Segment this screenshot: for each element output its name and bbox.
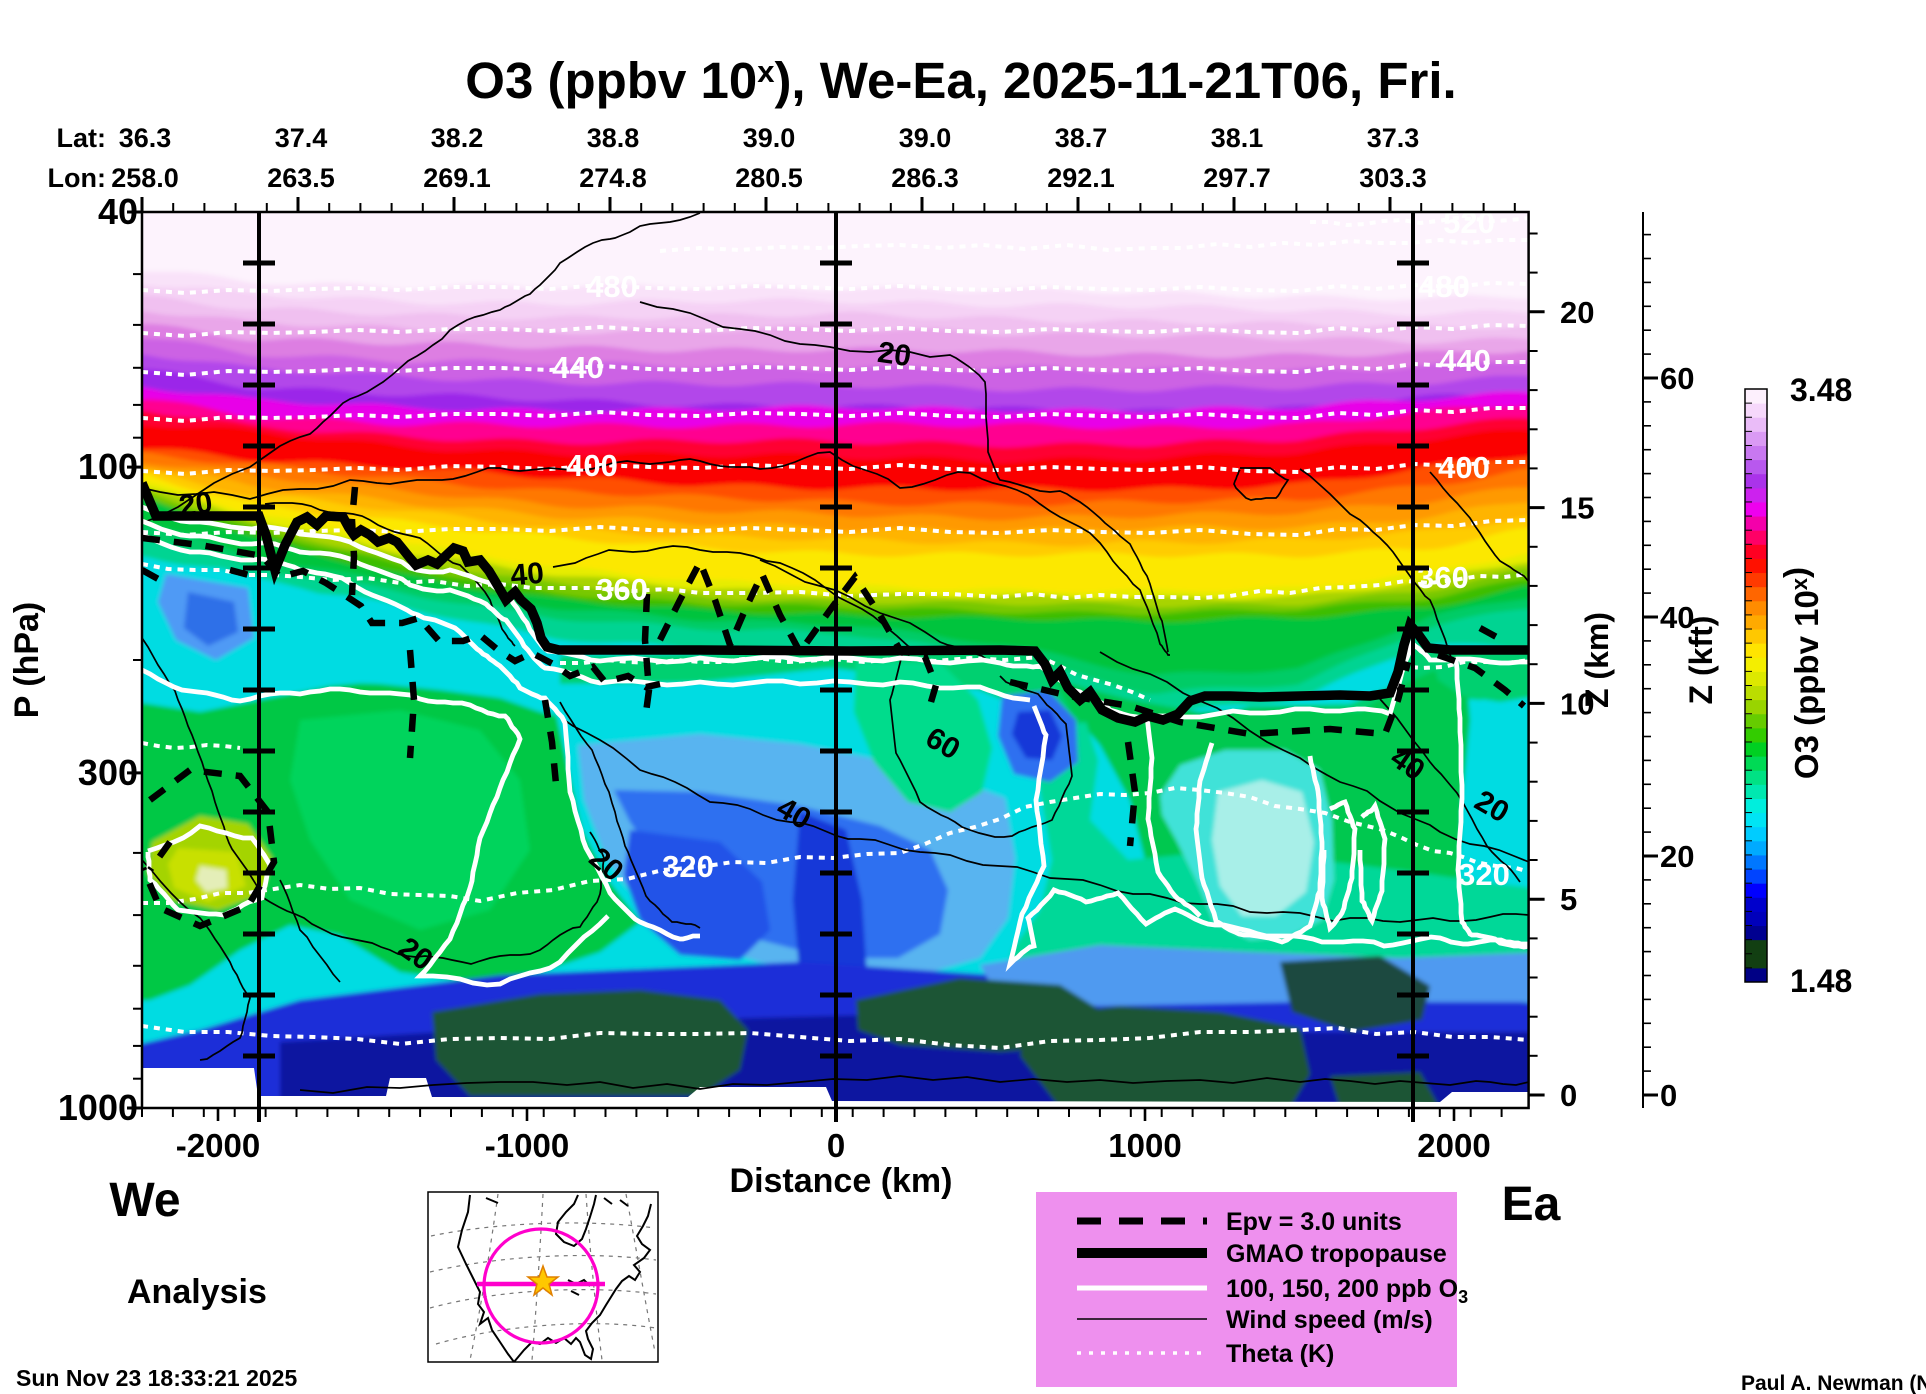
svg-text:P (hPa): P (hPa) <box>8 602 46 719</box>
svg-text:440: 440 <box>1439 343 1491 378</box>
svg-text:20: 20 <box>1560 295 1594 330</box>
svg-text:320: 320 <box>662 849 714 884</box>
svg-text:5: 5 <box>1560 882 1577 917</box>
svg-text:Paul A. Newman (NASA: Paul A. Newman (NASA <box>1741 1372 1926 1394</box>
svg-text:1000: 1000 <box>1108 1127 1181 1164</box>
svg-text:480: 480 <box>586 269 638 304</box>
svg-text:Analysis: Analysis <box>127 1273 267 1311</box>
svg-text:Ea: Ea <box>1502 1178 1561 1231</box>
svg-text:38.1: 38.1 <box>1211 123 1264 153</box>
svg-text:Epv = 3.0 units: Epv = 3.0 units <box>1226 1208 1402 1236</box>
svg-text:100: 100 <box>78 446 138 487</box>
svg-text:Z (kft): Z (kft) <box>1683 616 1719 705</box>
svg-text:Lat:: Lat: <box>57 123 107 153</box>
svg-text:400: 400 <box>1438 450 1490 485</box>
svg-text:269.1: 269.1 <box>423 163 491 193</box>
svg-text:0: 0 <box>827 1127 845 1164</box>
svg-text:258.0: 258.0 <box>111 163 179 193</box>
svg-text:2000: 2000 <box>1417 1127 1490 1164</box>
svg-text:40: 40 <box>1660 600 1694 635</box>
svg-text:20: 20 <box>1660 839 1694 874</box>
svg-text:40: 40 <box>509 557 545 593</box>
svg-text:520: 520 <box>1443 205 1495 240</box>
svg-text:286.3: 286.3 <box>891 163 959 193</box>
svg-text:GMAO tropopause: GMAO tropopause <box>1226 1240 1447 1268</box>
svg-text:O3 (ppbv 10x), We-Ea, 2025-11-: O3 (ppbv 10x), We-Ea, 2025-11-21T06, Fri… <box>465 52 1456 109</box>
svg-text:38.8: 38.8 <box>587 123 640 153</box>
svg-text:37.3: 37.3 <box>1367 123 1420 153</box>
svg-text:1000: 1000 <box>58 1087 138 1128</box>
svg-text:20: 20 <box>177 486 215 523</box>
svg-text:360: 360 <box>596 572 648 607</box>
svg-text:Sun Nov 23 18:33:21 2025: Sun Nov 23 18:33:21 2025 <box>16 1365 297 1391</box>
svg-text:We: We <box>109 1174 180 1227</box>
svg-text:37.4: 37.4 <box>275 123 328 153</box>
svg-text:15: 15 <box>1560 491 1594 526</box>
svg-text:303.3: 303.3 <box>1359 163 1427 193</box>
svg-text:400: 400 <box>566 448 618 483</box>
svg-text:300: 300 <box>78 752 138 793</box>
svg-text:100, 150, 200 ppb O3: 100, 150, 200 ppb O3 <box>1226 1275 1468 1307</box>
svg-text:292.1: 292.1 <box>1047 163 1115 193</box>
svg-text:40: 40 <box>98 191 138 232</box>
svg-text:Theta (K): Theta (K) <box>1226 1340 1334 1368</box>
svg-text:3.48: 3.48 <box>1790 372 1852 408</box>
svg-text:0: 0 <box>1560 1078 1577 1113</box>
svg-text:10: 10 <box>1560 686 1594 721</box>
svg-text:39.0: 39.0 <box>743 123 796 153</box>
svg-text:274.8: 274.8 <box>579 163 647 193</box>
svg-text:320: 320 <box>1458 857 1510 892</box>
svg-text:263.5: 263.5 <box>267 163 335 193</box>
svg-text:Wind speed (m/s): Wind speed (m/s) <box>1226 1306 1433 1334</box>
svg-text:36.3: 36.3 <box>119 123 172 153</box>
svg-text:38.2: 38.2 <box>431 123 484 153</box>
svg-text:-1000: -1000 <box>485 1127 569 1164</box>
svg-text:297.7: 297.7 <box>1203 163 1271 193</box>
svg-text:-2000: -2000 <box>176 1127 260 1164</box>
svg-text:20: 20 <box>876 336 914 373</box>
svg-text:360: 360 <box>1417 560 1469 595</box>
svg-text:280.5: 280.5 <box>735 163 803 193</box>
svg-text:Z (km): Z (km) <box>1579 612 1615 708</box>
svg-text:480: 480 <box>1418 269 1470 304</box>
svg-text:1.48: 1.48 <box>1790 963 1852 999</box>
svg-text:440: 440 <box>552 350 604 385</box>
svg-text:0: 0 <box>1660 1078 1677 1113</box>
svg-text:60: 60 <box>1660 361 1694 396</box>
svg-text:38.7: 38.7 <box>1055 123 1108 153</box>
svg-text:Distance (km): Distance (km) <box>730 1162 953 1200</box>
svg-text:Lon:: Lon: <box>48 163 106 193</box>
svg-text:39.0: 39.0 <box>899 123 952 153</box>
